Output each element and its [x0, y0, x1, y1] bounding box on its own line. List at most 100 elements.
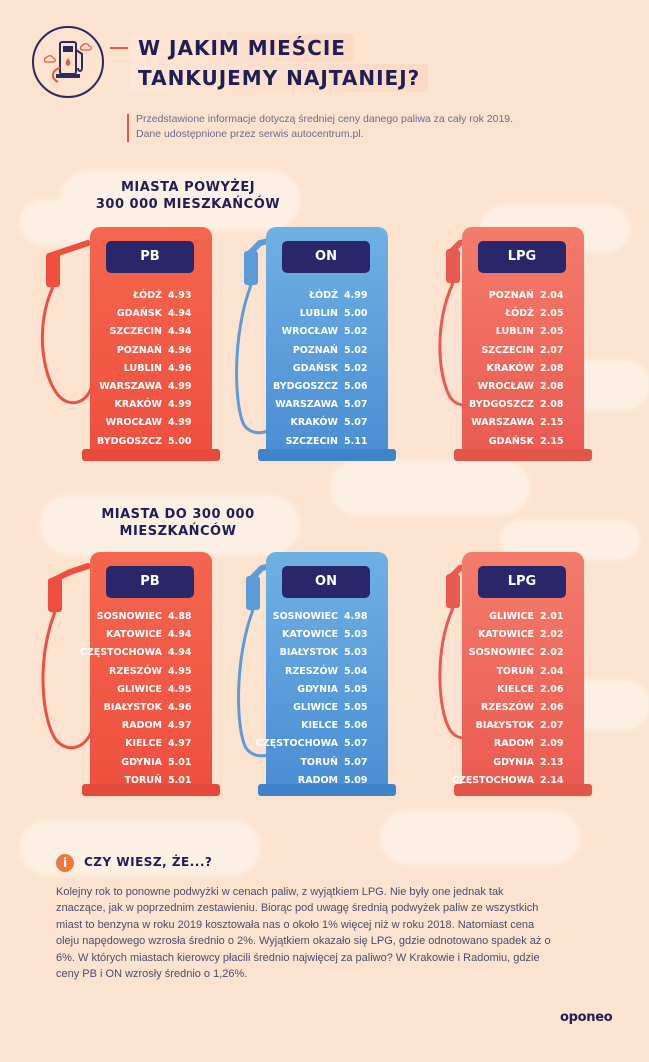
- price-row: SOSNOWIEC 4.88: [90, 608, 212, 626]
- city-name: WROCŁAW: [281, 326, 338, 338]
- price-value: 4.96: [168, 344, 192, 356]
- price-value: 2.05: [540, 326, 564, 338]
- page-title-line1: W JAKIM MIEŚCIE: [130, 34, 354, 62]
- info-icon: i: [56, 854, 74, 872]
- pump-label-pb: PB: [106, 566, 194, 598]
- section1-heading-line2: 300 000 MIESZKAŃCÓW: [95, 197, 281, 212]
- city-name: WARSZAWA: [471, 417, 534, 429]
- cloud-decoration: [380, 810, 580, 865]
- city-name: TORUŃ: [496, 665, 534, 677]
- city-name: KIELCE: [497, 683, 534, 695]
- city-name: SZCZECIN: [109, 326, 162, 338]
- price-row: BYDGOSZCZ 2.08: [462, 396, 584, 414]
- price-value: 4.96: [168, 701, 192, 713]
- pump-lpg-small-cities: LPG GLIWICE 2.01 KATOWICE 2.02 SOSNOWIEC 2.…: [452, 552, 592, 796]
- price-row: ŁÓDŹ 2.05: [462, 305, 584, 323]
- price-value: 5.02: [344, 362, 368, 374]
- pump-on-small-cities: ON SOSNOWIEC 4.98 KATOWICE 5.03 BIAŁYSTOK 5…: [256, 552, 396, 796]
- pump-pb-large-cities: PB ŁÓDŹ 4.93 GDAŃSK 4.94 SZCZECIN 4.94 POZN…: [82, 227, 220, 461]
- city-name: GDAŃSK: [116, 308, 162, 320]
- source-note: Przedstawione informacje dotyczą średnie…: [136, 113, 514, 140]
- city-name: POZNAŃ: [488, 290, 534, 301]
- city-name: BYDGOSZCZ: [273, 380, 338, 392]
- city-name: GDYNIA: [297, 683, 338, 695]
- price-row: LUBLIN 2.05: [462, 323, 584, 341]
- city-name: SOSNOWIEC: [272, 611, 338, 622]
- pump-label-lpg: LPG: [478, 566, 566, 598]
- price-list: ŁÓDŹ 4.99 LUBLIN 5.00 WROCŁAW 5.02 POZNAŃ 5.…: [266, 287, 388, 451]
- city-name: GLIWICE: [293, 701, 338, 713]
- price-value: 2.06: [540, 701, 564, 713]
- price-row: TORUŃ 2.04: [462, 663, 584, 681]
- price-row: RADOM 2.09: [462, 735, 584, 753]
- price-value: 5.02: [344, 344, 368, 356]
- city-name: RZESZÓW: [109, 665, 162, 677]
- pump-lpg-large-cities: LPG POZNAŃ 2.04 ŁÓDŹ 2.05 LUBLIN 2.05 SZCZE…: [454, 227, 592, 461]
- pump-label-on: ON: [282, 241, 370, 273]
- pump-base: [258, 784, 396, 796]
- pump-label-on: ON: [282, 566, 370, 598]
- price-value: 2.13: [540, 756, 564, 768]
- city-name: LUBLIN: [495, 326, 534, 338]
- price-value: 2.09: [540, 738, 564, 750]
- price-value: 2.15: [540, 417, 564, 429]
- price-row: KATOWICE 2.02: [462, 626, 584, 644]
- cloud-decoration: [40, 495, 300, 555]
- city-name: SZCZECIN: [285, 435, 338, 447]
- price-row: TORUŃ 5.01: [90, 772, 212, 790]
- price-list: SOSNOWIEC 4.98 KATOWICE 5.03 BIAŁYSTOK 5.03…: [256, 608, 388, 790]
- price-row: GDYNIA 5.01: [90, 754, 212, 772]
- pump-base: [454, 449, 592, 461]
- price-row: WARSZAWA 2.15: [462, 414, 584, 432]
- price-value: 4.95: [168, 665, 192, 677]
- city-name: GLIWICE: [117, 683, 162, 695]
- price-row: BIAŁYSTOK 5.03: [266, 644, 388, 662]
- price-row: KRAKÓW 5.07: [266, 414, 388, 432]
- price-value: 4.88: [168, 611, 192, 622]
- price-value: 5.00: [344, 308, 368, 320]
- city-name: ŁÓDŹ: [133, 290, 162, 301]
- city-name: POZNAŃ: [116, 344, 162, 356]
- price-value: 4.94: [168, 647, 192, 659]
- price-value: 2.05: [540, 308, 564, 320]
- price-row: SZCZECIN 4.94: [90, 323, 212, 341]
- price-value: 2.02: [540, 647, 564, 659]
- city-name: GDYNIA: [493, 756, 534, 768]
- price-list: POZNAŃ 2.04 ŁÓDŹ 2.05 LUBLIN 2.05 SZCZECIN 2…: [462, 287, 584, 451]
- price-value: 2.08: [540, 380, 564, 392]
- price-value: 5.06: [344, 380, 368, 392]
- price-value: 5.02: [344, 326, 368, 338]
- city-name: BYDGOSZCZ: [469, 399, 534, 411]
- price-row: TORUŃ 5.07: [266, 754, 388, 772]
- price-row: SOSNOWIEC 2.02: [462, 644, 584, 662]
- pump-base: [82, 784, 220, 796]
- section1-heading-line1: MIASTA POWYŻEJ: [120, 180, 256, 195]
- price-row: BYDGOSZCZ 5.06: [266, 378, 388, 396]
- city-name: WROCŁAW: [105, 417, 162, 429]
- price-row: GLIWICE 2.01: [462, 608, 584, 626]
- city-name: GDYNIA: [121, 756, 162, 768]
- city-name: TORUŃ: [124, 774, 162, 786]
- city-name: SZCZECIN: [481, 344, 534, 356]
- city-name: KATOWICE: [477, 629, 534, 641]
- city-name: POZNAŃ: [292, 344, 338, 356]
- price-value: 2.06: [540, 683, 564, 695]
- price-row: POZNAŃ 4.96: [90, 342, 212, 360]
- city-name: RADOM: [121, 720, 162, 732]
- city-name: SOSNOWIEC: [96, 611, 162, 622]
- price-row: KATOWICE 5.03: [266, 626, 388, 644]
- city-name: ŁÓDŹ: [505, 308, 534, 320]
- section2-heading-line1: MIASTA DO 300 000: [101, 507, 255, 522]
- title-accent-line: [110, 47, 128, 49]
- price-row: ŁÓDŹ 4.99: [266, 287, 388, 305]
- price-value: 4.99: [168, 380, 192, 392]
- pump-label-lpg: LPG: [478, 241, 566, 273]
- price-value: 5.00: [168, 435, 192, 447]
- pump-pb-small-cities: PB SOSNOWIEC 4.88 KATOWICE 4.94 CZĘSTOCHOW…: [80, 552, 220, 796]
- price-value: 4.94: [168, 326, 192, 338]
- price-row: CZĘSTOCHOWA 5.07: [256, 735, 388, 753]
- price-value: 5.09: [344, 774, 368, 786]
- price-row: LUBLIN 4.96: [90, 360, 212, 378]
- city-name: KRAKÓW: [114, 399, 162, 411]
- section2-heading-line2: MIESZKAŃCÓW: [119, 524, 237, 539]
